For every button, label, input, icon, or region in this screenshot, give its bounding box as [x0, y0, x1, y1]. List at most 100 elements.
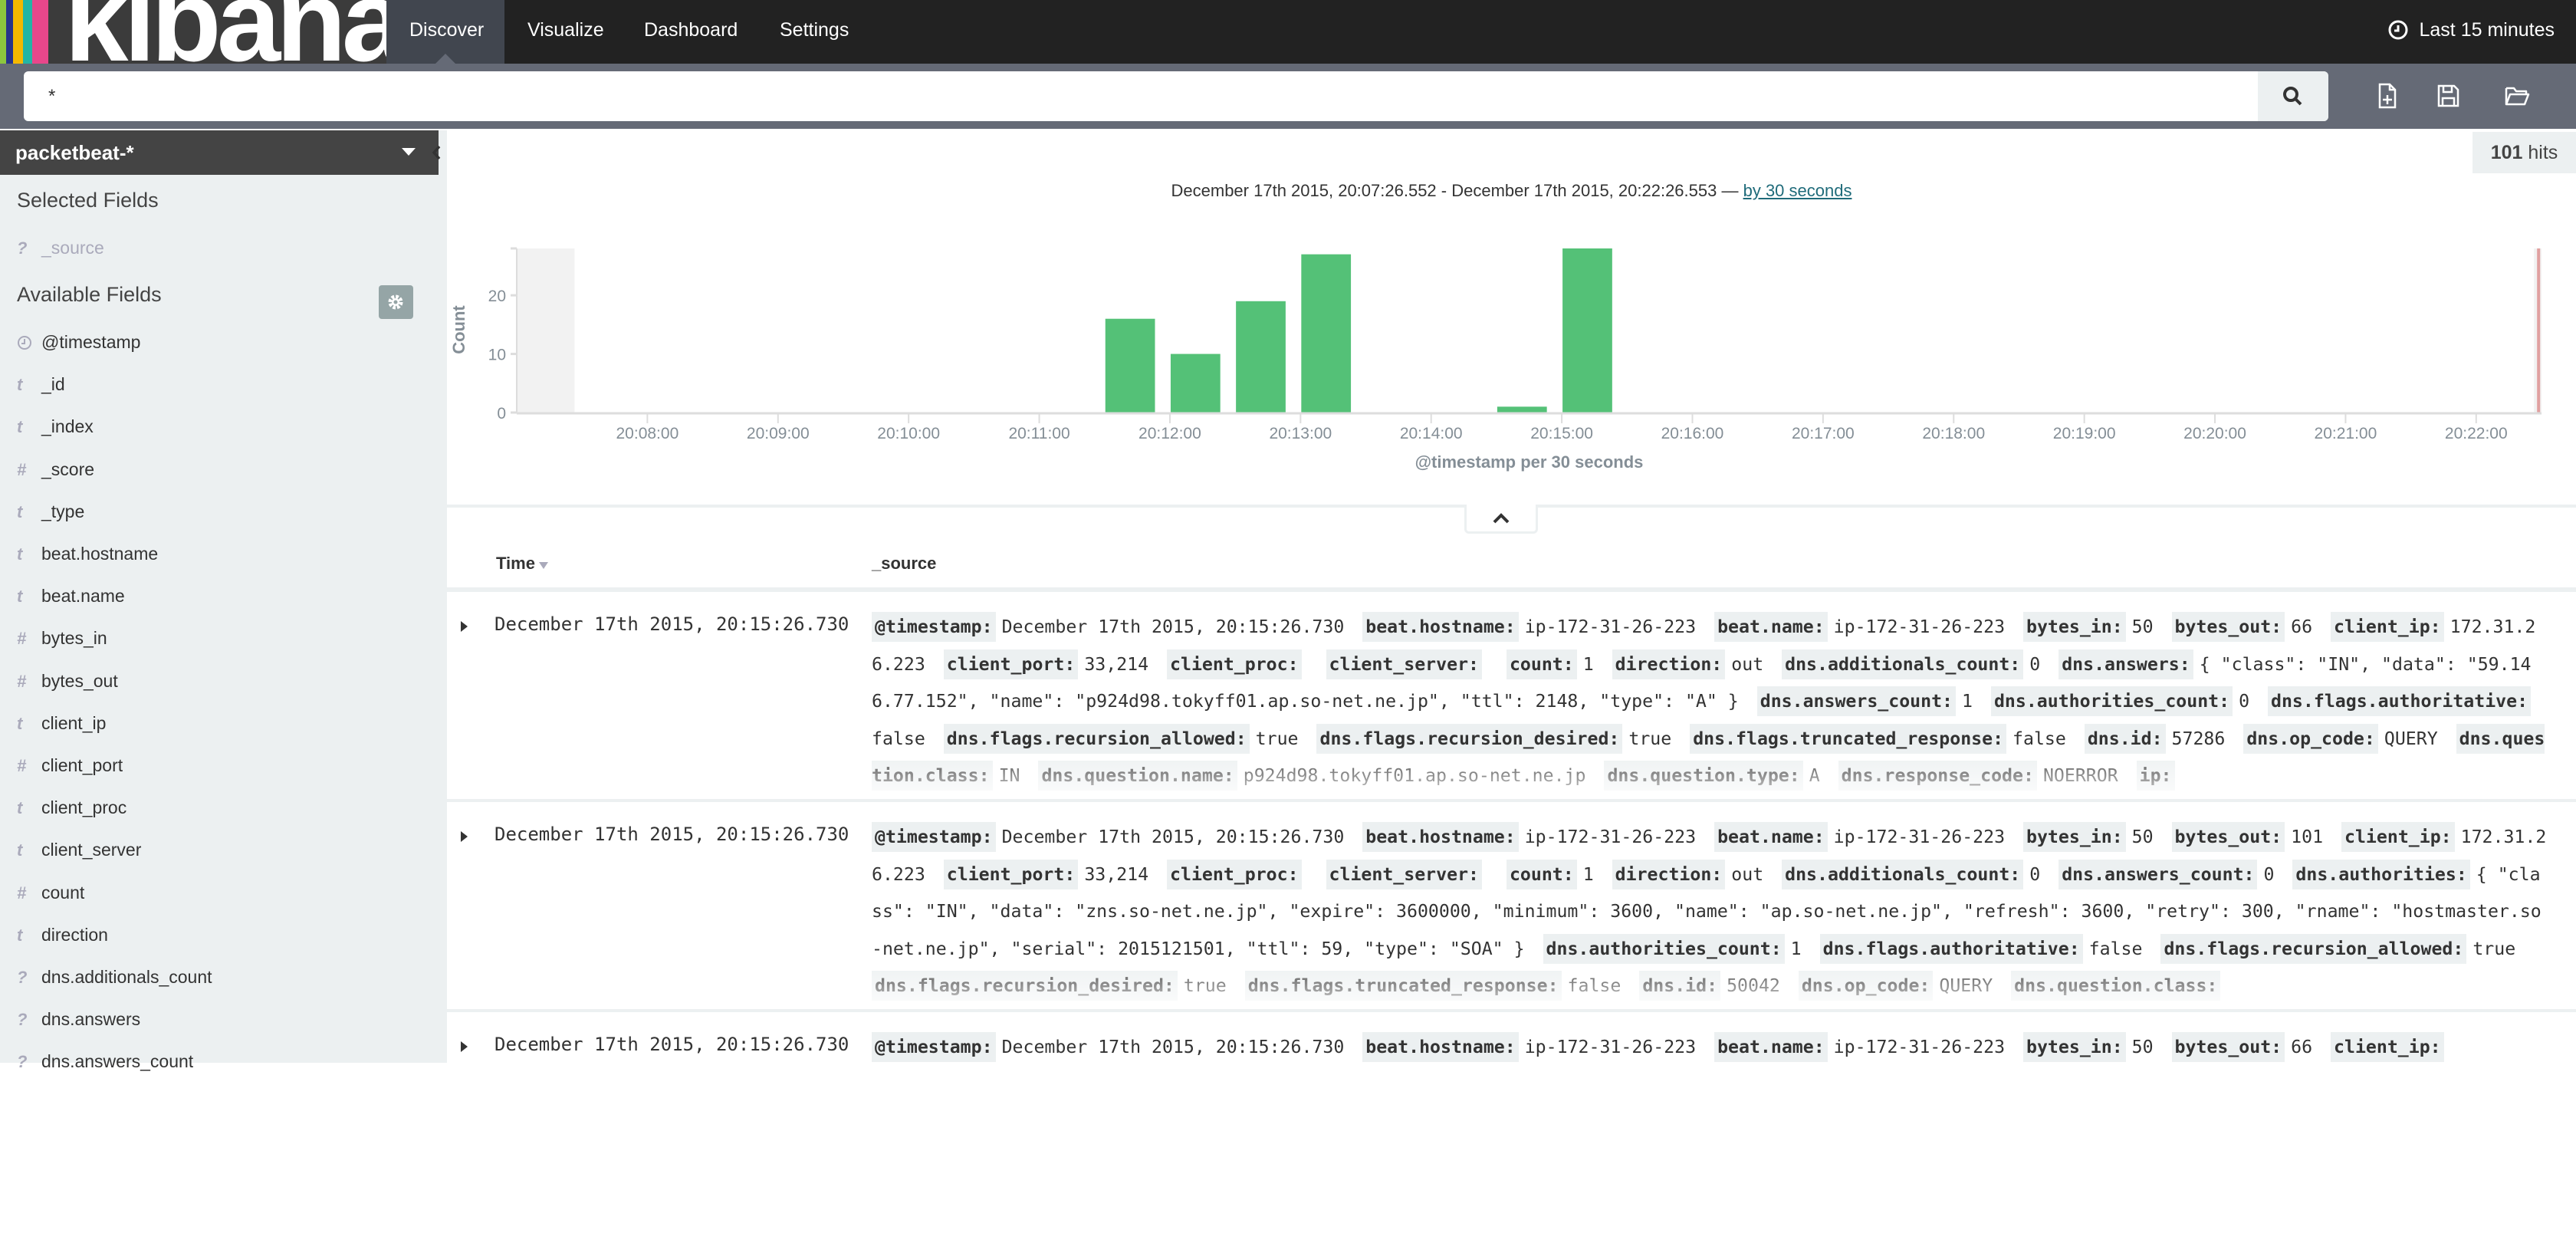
available-fields-title: Available Fields: [17, 283, 162, 306]
string-type-icon: t: [17, 925, 23, 945]
source-field-value: December 17th 2015, 20:15:26.730: [1001, 1037, 1345, 1057]
new-document-icon[interactable]: [2374, 82, 2401, 110]
available-field-item[interactable]: # bytes_out: [17, 660, 118, 702]
clock-icon: [17, 321, 41, 363]
logo-color-strip: [23, 0, 32, 64]
tab-visualize[interactable]: Visualize: [527, 19, 604, 41]
available-field-item[interactable]: t beat.name: [17, 575, 125, 617]
x-tick-label: 20:12:00: [1138, 425, 1201, 442]
search-form: [24, 71, 2328, 121]
x-tick-label: 20:18:00: [1922, 425, 1985, 442]
source-field-key: ip:: [2136, 761, 2175, 791]
field-name: client_ip: [41, 712, 107, 733]
source-field-key: beat.name:: [1714, 822, 1828, 852]
source-field-key: direction:: [1612, 649, 1726, 679]
source-field-key: client_proc:: [1167, 859, 1302, 889]
source-field-key: dns.flags.recursion_desired:: [1316, 723, 1623, 754]
table-row: December 17th 2015, 20:15:26.730 @timesta…: [447, 606, 2576, 813]
source-field-key: dns.flags.recursion_allowed:: [2160, 933, 2467, 964]
open-folder-icon[interactable]: [2503, 82, 2531, 110]
field-name: client_proc: [41, 797, 127, 818]
tab-settings[interactable]: Settings: [780, 19, 849, 41]
sort-desc-icon[interactable]: [538, 562, 548, 569]
available-field-item[interactable]: # count: [17, 872, 84, 914]
expand-row-icon[interactable]: [461, 621, 468, 632]
x-tick-label: 20:21:00: [2315, 425, 2377, 442]
field-name: _id: [41, 374, 65, 395]
available-field-item[interactable]: # client_port: [17, 745, 123, 787]
index-pattern-selector[interactable]: packetbeat-*: [0, 130, 439, 175]
source-field-key: dns.authorities:: [2292, 859, 2470, 889]
search-icon: [2283, 87, 2302, 106]
interval-link[interactable]: by 30 seconds: [1743, 181, 1852, 200]
available-field-item[interactable]: ? dns.answers_count: [17, 1041, 193, 1083]
source-field-key: client_proc:: [1167, 649, 1302, 679]
field-name: beat.name: [41, 586, 125, 607]
available-field-item[interactable]: t direction: [17, 914, 108, 956]
source-field-value: 1: [1962, 691, 1973, 712]
number-type-icon: #: [17, 629, 27, 649]
x-tick-label: 20:11:00: [1008, 425, 1070, 442]
source-field-value: IN: [998, 765, 1020, 786]
time-range-text: December 17th 2015, 20:07:26.552 - Decem…: [1171, 181, 1743, 200]
unknown-type-icon: ?: [17, 968, 28, 987]
x-tick-label: 20:08:00: [616, 425, 679, 442]
available-field-item[interactable]: t client_ip: [17, 702, 106, 745]
source-field-value: 33,214: [1084, 863, 1149, 885]
source-field-value: false: [2013, 728, 2066, 749]
kibana-logo[interactable]: kibana: [0, 0, 386, 64]
field-name: bytes_in: [41, 628, 107, 649]
time-picker-button[interactable]: Last 15 minutes: [2387, 0, 2555, 64]
source-field-key: dns.answers_count:: [1756, 686, 1957, 716]
available-field-item[interactable]: t client_proc: [17, 787, 127, 829]
source-field-key: beat.hostname:: [1362, 1032, 1519, 1062]
available-field-item[interactable]: ? dns.answers: [17, 998, 140, 1041]
top-nav: kibana Discover Visualize Dashboard Sett…: [0, 0, 2576, 64]
source-field-value: true: [1255, 728, 1299, 749]
field-name: _type: [41, 501, 85, 521]
source-field-value: true: [1183, 975, 1227, 996]
histogram-bar: [1236, 301, 1286, 413]
source-field-key: dns.answers:: [2058, 649, 2193, 679]
row-separator: [447, 799, 2576, 802]
selected-field-item[interactable]: ? _source: [17, 227, 104, 269]
tab-discover[interactable]: Discover: [386, 0, 504, 64]
expand-row-icon[interactable]: [461, 1041, 468, 1052]
string-type-icon: t: [17, 840, 23, 860]
source-field-key: client_ip:: [2331, 612, 2444, 642]
search-button[interactable]: [2258, 71, 2328, 121]
source-field-key: bytes_out:: [2171, 1032, 2285, 1062]
table-row: December 17th 2015, 20:15:26.730 @timesta…: [447, 816, 2576, 1023]
tab-dashboard[interactable]: Dashboard: [644, 19, 738, 41]
collapse-chart-button[interactable]: [1464, 505, 1538, 534]
save-icon[interactable]: [2434, 82, 2462, 110]
available-field-item[interactable]: t _id: [17, 363, 65, 406]
collapse-sidebar-icon[interactable]: [431, 144, 442, 161]
available-field-item[interactable]: t beat.hostname: [17, 533, 158, 575]
available-field-item[interactable]: # bytes_in: [17, 617, 107, 659]
available-field-item[interactable]: t _index: [17, 406, 94, 448]
source-field-key: client_server:: [1326, 859, 1482, 889]
expand-row-icon[interactable]: [461, 831, 468, 842]
source-field-key: bytes_out:: [2171, 822, 2285, 852]
chevron-up-icon: [1493, 513, 1510, 524]
available-field-item[interactable]: t _type: [17, 491, 84, 533]
source-field-value: p924d98.tokyff01.ap.so-net.ne.jp: [1243, 765, 1586, 786]
column-header-time[interactable]: Time: [496, 554, 548, 574]
source-field-key: dns.flags.authoritative:: [2268, 686, 2532, 716]
available-field-item[interactable]: @timestamp: [17, 321, 140, 363]
x-tick-label: 20:14:00: [1400, 425, 1463, 442]
source-field-key: client_ip:: [2341, 822, 2455, 852]
source-field-value: December 17th 2015, 20:15:26.730: [1001, 616, 1345, 637]
available-field-item[interactable]: t client_server: [17, 829, 141, 871]
histogram-bar: [1301, 254, 1352, 413]
available-field-item[interactable]: # _score: [17, 449, 94, 491]
selected-fields-title: Selected Fields: [17, 189, 159, 212]
field-settings-button[interactable]: [379, 285, 413, 319]
available-field-item[interactable]: ? dns.additionals_count: [17, 956, 212, 998]
search-input[interactable]: [47, 81, 2242, 113]
source-field-value: 0: [2029, 653, 2041, 675]
source-field-key: dns.authorities_count:: [1990, 686, 2233, 716]
histogram-bar: [1497, 406, 1547, 413]
source-field-value: 50: [2131, 1037, 2154, 1057]
